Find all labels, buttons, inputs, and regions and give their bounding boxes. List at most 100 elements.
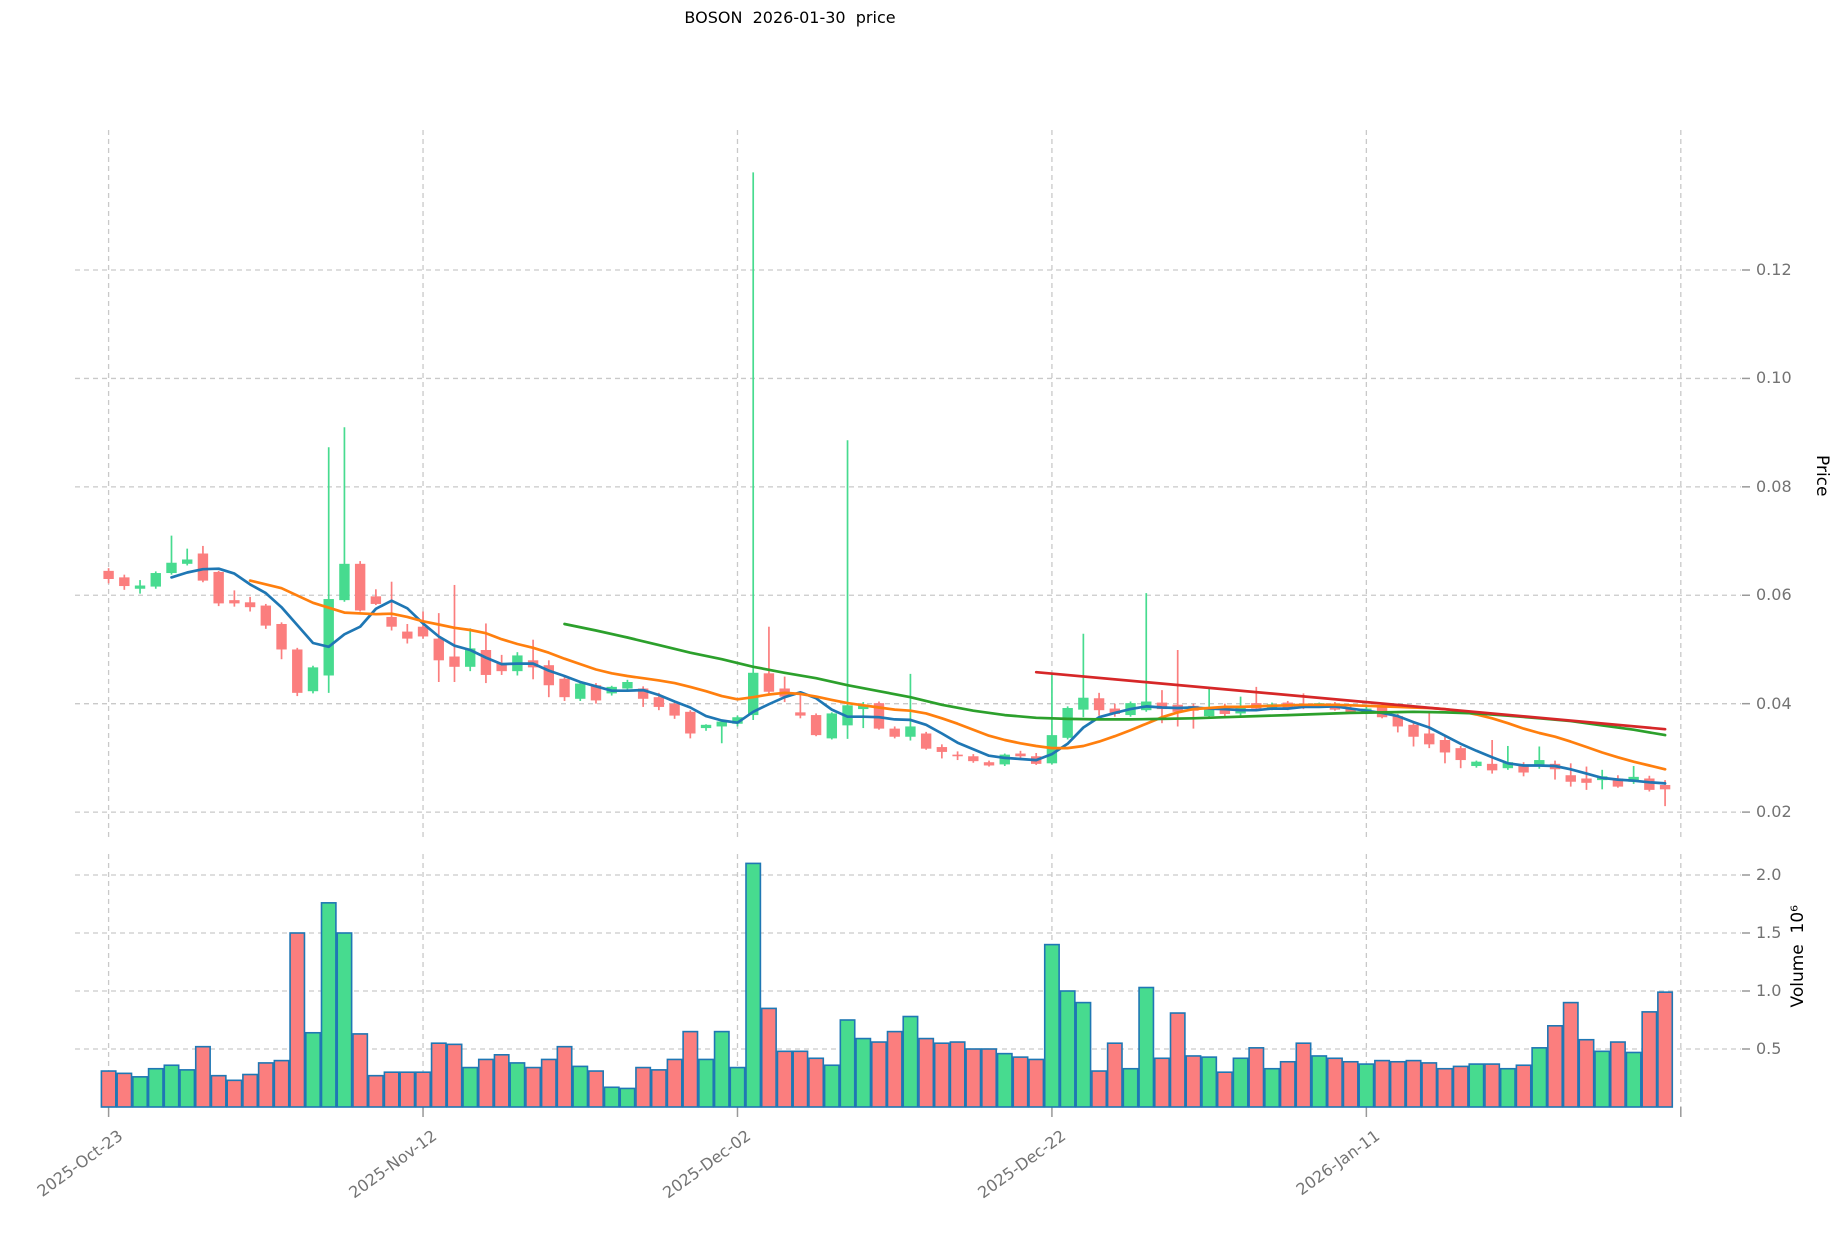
candle-body [920, 733, 932, 749]
candle-body [1203, 709, 1215, 717]
candle-body [244, 602, 256, 608]
volume-bar [996, 1052, 1013, 1108]
volume-bar [446, 1043, 463, 1108]
volume-bar [918, 1037, 935, 1108]
volume-bar [808, 1057, 825, 1108]
volume-bar [745, 862, 762, 1108]
volume-bar [1547, 1025, 1564, 1108]
volume-bar [1106, 1042, 1123, 1108]
candle-body [433, 638, 444, 661]
candle-body [1486, 763, 1498, 771]
candle-body [1628, 776, 1639, 782]
candle-body [496, 663, 507, 672]
candle-body [197, 553, 209, 581]
volume-bar [1358, 1063, 1375, 1108]
candle-body [1062, 708, 1073, 738]
volume-bar [855, 1037, 872, 1108]
volume-bar [603, 1086, 620, 1108]
volume-bar [1232, 1057, 1249, 1108]
volume-bar [100, 1070, 117, 1108]
volume-bar [509, 1062, 526, 1108]
candle-body [826, 713, 838, 739]
volume-bar [430, 1042, 447, 1108]
volume-bar [1185, 1055, 1202, 1108]
volume-bar [949, 1041, 966, 1108]
price-tick-label: 0.08 [1756, 476, 1792, 496]
volume-bar [1468, 1063, 1485, 1108]
volume-bar [1342, 1060, 1359, 1108]
volume-bar [132, 1076, 149, 1108]
candle-body [936, 747, 948, 752]
volume-bar [1091, 1070, 1108, 1108]
volume-bar [729, 1066, 746, 1108]
volume-bar [462, 1066, 479, 1108]
volume-bar [572, 1065, 589, 1108]
volume-bar [886, 1030, 903, 1108]
candle-body [276, 623, 287, 650]
candle-body [1392, 716, 1404, 727]
volume-bar [525, 1066, 542, 1108]
price-tick-label: 0.06 [1756, 585, 1792, 605]
candle-body [1471, 761, 1482, 767]
volume-bar [682, 1030, 699, 1108]
candle-body [1534, 760, 1545, 767]
volume-bar [792, 1050, 809, 1108]
volume-bar [1169, 1012, 1186, 1108]
volume-bar [194, 1045, 211, 1108]
candle-body [905, 726, 916, 737]
volume-bar [210, 1074, 227, 1108]
volume-bar [399, 1071, 416, 1108]
candle-body [260, 605, 272, 626]
volume-bar [1311, 1055, 1328, 1108]
candle-body [575, 683, 586, 699]
volume-bar [383, 1071, 400, 1108]
volume-bar [1216, 1071, 1233, 1108]
candle-body [1659, 784, 1671, 790]
volume-bar [1138, 986, 1155, 1108]
volume-bar [493, 1054, 510, 1108]
volume-bar [1122, 1067, 1139, 1108]
candle-body [166, 562, 177, 574]
volume-bar [1609, 1041, 1626, 1108]
volume-bar [1374, 1059, 1391, 1108]
volume-tick-label: 2.0 [1756, 865, 1782, 884]
trendline [1034, 670, 1667, 731]
candle-body [119, 577, 130, 587]
volume-bar [760, 1007, 777, 1108]
volume-bar [1562, 1001, 1579, 1108]
volume-bar [352, 1033, 369, 1108]
volume-bar [242, 1073, 259, 1108]
candle-body [669, 703, 680, 716]
volume-bar [1201, 1056, 1218, 1108]
volume-bar [147, 1067, 164, 1108]
volume-bar [415, 1071, 432, 1108]
candle-body [889, 728, 900, 737]
volume-bar [619, 1087, 636, 1108]
volume-bar [1075, 1001, 1092, 1108]
candle-body [465, 648, 476, 667]
volume-bar [1405, 1059, 1422, 1108]
candle-body [858, 704, 869, 710]
volume-bar [1012, 1056, 1029, 1108]
volume-bar [540, 1058, 557, 1108]
candle-body [292, 649, 303, 693]
volume-bar [666, 1058, 683, 1108]
volume-bar [698, 1058, 715, 1108]
candle-body [150, 573, 161, 587]
volume-tick-label: 1.5 [1756, 923, 1782, 942]
candle-body [402, 631, 413, 639]
candle-body [323, 599, 334, 676]
volume-bar [1153, 1057, 1170, 1108]
price-tick-label: 0.04 [1756, 693, 1792, 713]
candle-body [354, 563, 366, 611]
volume-bar [336, 932, 353, 1108]
candle-body [1439, 740, 1451, 753]
candle-body [1518, 764, 1529, 773]
candle-body [307, 667, 319, 692]
volume-bar [1484, 1063, 1501, 1108]
volume-tick-label: 0.5 [1756, 1039, 1782, 1058]
candle-body [685, 711, 696, 734]
candle-body [1565, 775, 1576, 782]
candle-body [543, 665, 555, 686]
candle-body [370, 596, 382, 604]
